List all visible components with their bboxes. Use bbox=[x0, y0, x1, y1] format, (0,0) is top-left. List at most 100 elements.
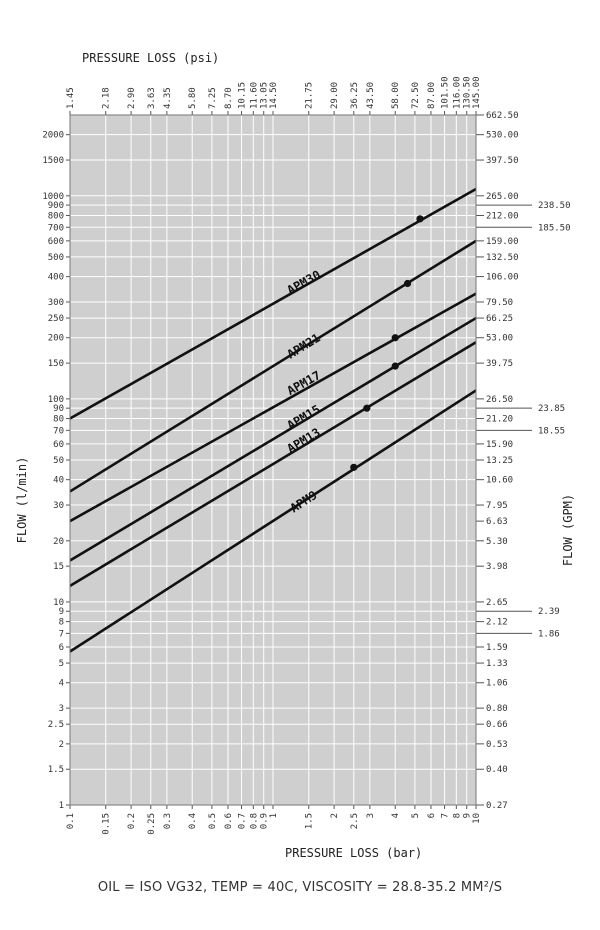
y-left-tick-label: 3 bbox=[59, 704, 64, 714]
y-right-callout-label: 2.39 bbox=[538, 607, 560, 617]
series-max-point-apm21 bbox=[403, 279, 412, 288]
x-axis-bottom-title: PRESSURE LOSS (bar) bbox=[285, 846, 422, 860]
x-top-tick-label: 13.05 bbox=[260, 82, 270, 109]
y-right-callout-label: 23.85 bbox=[538, 404, 565, 414]
y-left-tick-label: 200 bbox=[48, 334, 64, 344]
y-left-tick-label: 800 bbox=[48, 211, 64, 221]
y-left-tick-label: 1500 bbox=[42, 156, 64, 166]
y-left-tick-label: 600 bbox=[48, 237, 64, 247]
x-top-tick-label: 4.35 bbox=[163, 87, 173, 109]
x-top-tick-label: 8.70 bbox=[224, 87, 234, 109]
y-right-tick-label: 26.50 bbox=[486, 395, 513, 405]
y-right-tick-label: 6.63 bbox=[486, 517, 508, 527]
x-bottom-tick-label: 8 bbox=[452, 813, 462, 818]
grid-lines bbox=[69, 115, 477, 806]
x-bottom-tick-label: 0.5 bbox=[208, 813, 218, 829]
y-right-tick-label: 21.20 bbox=[486, 415, 513, 425]
x-bottom-tick-label: 0.8 bbox=[249, 813, 259, 829]
x-top-tick-label: 58.00 bbox=[391, 82, 401, 109]
x-bottom-tick-label: 0.2 bbox=[127, 813, 137, 829]
x-top-tick-label: 10.15 bbox=[238, 82, 248, 109]
y-left-tick-label: 4 bbox=[59, 679, 64, 689]
y-left-tick-label: 15 bbox=[53, 562, 64, 572]
y-left-tick-label: 70 bbox=[53, 426, 64, 436]
series-max-point-apm17 bbox=[391, 334, 399, 342]
x-top-tick-label: 116.00 bbox=[452, 76, 462, 109]
y-left-tick-label: 50 bbox=[53, 456, 64, 466]
x-top-tick-label: 2.90 bbox=[127, 87, 137, 109]
y-left-tick-label: 8 bbox=[59, 618, 64, 628]
y-left-tick-label: 10 bbox=[53, 598, 64, 608]
series-line-apm15 bbox=[69, 316, 477, 562]
y-left-tick-label: 80 bbox=[53, 415, 64, 425]
y-right-tick-label: 3.98 bbox=[486, 562, 508, 572]
y-left-tick-label: 150 bbox=[48, 359, 64, 369]
y-left-tick-label: 100 bbox=[48, 395, 64, 405]
x-top-tick-label: 2.18 bbox=[102, 87, 112, 109]
x-bottom-tick-label: 10 bbox=[472, 813, 482, 824]
y-right-tick-label: 1.06 bbox=[486, 679, 508, 689]
x-bottom-tick-label: 6 bbox=[427, 813, 437, 818]
x-bottom-tick-label: 0.4 bbox=[188, 813, 198, 829]
y-right-tick-label: 79.50 bbox=[486, 298, 513, 308]
y-left-tick-label: 9 bbox=[59, 607, 64, 617]
y-left-tick-label: 1.5 bbox=[48, 765, 64, 775]
y-left-tick-label: 30 bbox=[53, 501, 64, 511]
y-left-tick-label: 2000 bbox=[42, 131, 64, 141]
y-right-tick-label: 1.59 bbox=[486, 643, 508, 653]
y-right-tick-label: 1.33 bbox=[486, 659, 508, 669]
axis-ticks: 0.1 0.15 0.2 0.25 0.3 0.4 0.5 0.6 0.7 0.8 0.9 1 1.5 2… bbox=[42, 76, 570, 834]
y-left-tick-label: 2.5 bbox=[48, 720, 64, 730]
y-left-tick-label: 6 bbox=[59, 643, 64, 653]
y-right-tick-label: 13.25 bbox=[486, 456, 513, 466]
x-bottom-tick-label: 0.6 bbox=[224, 813, 234, 829]
series-max-point-apm9 bbox=[350, 463, 358, 471]
y-right-tick-label: 0.40 bbox=[486, 765, 508, 775]
y-right-tick-label: 106.00 bbox=[486, 273, 519, 283]
x-top-tick-label: 5.80 bbox=[188, 87, 198, 109]
y-right-tick-label: 66.25 bbox=[486, 314, 513, 324]
x-top-tick-label: 43.50 bbox=[366, 82, 376, 109]
series-max-point-apm30 bbox=[416, 215, 424, 223]
x-bottom-tick-label: 7 bbox=[441, 813, 451, 818]
x-top-tick-label: 1.45 bbox=[66, 87, 76, 109]
y-right-tick-label: 39.75 bbox=[486, 359, 513, 369]
y-left-tick-label: 400 bbox=[48, 273, 64, 283]
y-right-callout-label: 1.86 bbox=[538, 629, 560, 639]
y-left-tick-label: 2 bbox=[59, 740, 64, 750]
y-right-tick-label: 0.27 bbox=[486, 801, 508, 811]
y-left-tick-label: 20 bbox=[53, 537, 64, 547]
x-bottom-tick-label: 0.1 bbox=[66, 813, 76, 829]
x-bottom-tick-label: 0.25 bbox=[147, 813, 157, 835]
y-right-tick-label: 0.66 bbox=[486, 720, 508, 730]
y-right-callout-label: 18.55 bbox=[538, 426, 565, 436]
series-line-apm30 bbox=[69, 187, 477, 420]
x-top-tick-label: 87.00 bbox=[427, 82, 437, 109]
y-left-tick-label: 1000 bbox=[42, 192, 64, 202]
y-left-tick-label: 700 bbox=[48, 223, 64, 233]
y-right-callout-label: 238.50 bbox=[538, 201, 571, 211]
x-bottom-tick-label: 2 bbox=[330, 813, 340, 818]
y-right-tick-label: 2.12 bbox=[486, 618, 508, 628]
x-top-tick-label: 36.25 bbox=[350, 82, 360, 109]
y-right-tick-label: 132.50 bbox=[486, 253, 519, 263]
y-right-tick-label: 53.00 bbox=[486, 334, 513, 344]
x-top-tick-label: 29.00 bbox=[330, 82, 340, 109]
x-top-tick-label: 3.63 bbox=[147, 87, 157, 109]
x-bottom-tick-label: 5 bbox=[411, 813, 421, 818]
x-top-tick-label: 7.25 bbox=[208, 87, 218, 109]
y-right-tick-label: 0.53 bbox=[486, 740, 508, 750]
x-top-tick-label: 11.60 bbox=[249, 82, 259, 109]
y-right-tick-label: 662.50 bbox=[486, 111, 519, 121]
y-left-tick-label: 300 bbox=[48, 298, 64, 308]
y-right-tick-label: 10.60 bbox=[486, 476, 513, 486]
x-axis-top-title: PRESSURE LOSS (psi) bbox=[82, 51, 219, 65]
y-left-tick-label: 7 bbox=[59, 629, 64, 639]
x-bottom-tick-label: 1 bbox=[269, 813, 279, 818]
y-right-tick-label: 0.80 bbox=[486, 704, 508, 714]
series-max-point-apm15 bbox=[391, 362, 399, 370]
plot-frame bbox=[69, 114, 477, 806]
y-left-tick-label: 90 bbox=[53, 404, 64, 414]
y-right-tick-label: 530.00 bbox=[486, 131, 519, 141]
series-line-apm9 bbox=[69, 389, 477, 653]
